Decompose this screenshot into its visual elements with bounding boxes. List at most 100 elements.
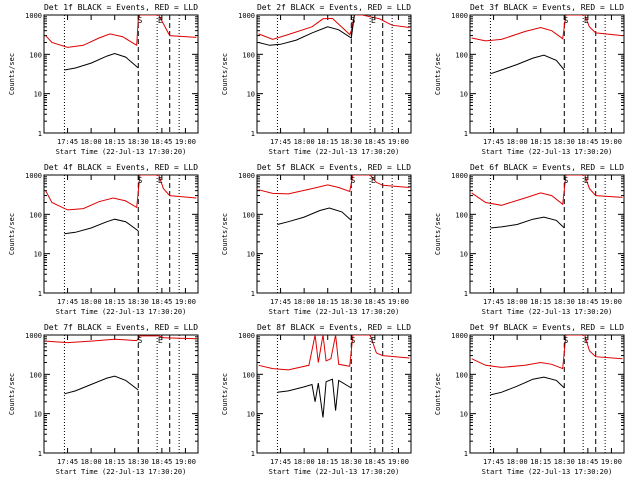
marker-e: E xyxy=(584,336,589,345)
y-tick-label: 1000 xyxy=(451,12,468,20)
x-tick-label: 18:30 xyxy=(341,458,362,466)
marker-e: E xyxy=(584,176,589,185)
y-tick-label: 100 xyxy=(242,51,255,59)
y-tick-label: 10 xyxy=(34,251,42,259)
series-group xyxy=(471,15,623,75)
panel-det-8: Det 8f BLACK = Events, RED = LLD Counts/s… xyxy=(221,323,412,476)
marker-e: E xyxy=(158,16,163,25)
x-tick-label: 18:15 xyxy=(317,138,338,146)
marker-e: E xyxy=(371,16,376,25)
x-tick-label: 18:15 xyxy=(104,138,125,146)
y-tick-label: 1 xyxy=(464,450,468,458)
x-tick-label: 18:00 xyxy=(507,458,528,466)
lld-series-red xyxy=(471,175,623,206)
marker-e: E xyxy=(371,176,376,185)
marker-e: E xyxy=(371,336,376,345)
x-tick-label: 18:45 xyxy=(151,298,172,306)
panel-title: Det 9f BLACK = Events, RED = LLD xyxy=(470,323,624,332)
y-tick-label: 100 xyxy=(455,211,468,219)
x-axis-label: Start Time (22-Jul-13 17:30:20) xyxy=(56,148,187,156)
x-tick-label: 18:30 xyxy=(341,298,362,306)
y-tick-label: 1000 xyxy=(238,172,255,180)
x-tick-label: 17:45 xyxy=(483,298,504,306)
x-tick-label: 18:00 xyxy=(294,298,315,306)
y-tick-label: 10 xyxy=(247,411,255,419)
y-axis-label: Counts/sec xyxy=(221,53,229,95)
x-axis-label: Start Time (22-Jul-13 17:30:20) xyxy=(56,468,187,476)
lld-series-red xyxy=(471,15,623,42)
x-tick-label: 17:45 xyxy=(270,138,291,146)
events-series-black xyxy=(277,207,352,225)
x-tick-label: 18:45 xyxy=(151,458,172,466)
x-tick-label: 18:00 xyxy=(294,138,315,146)
marker-s: S xyxy=(350,336,355,345)
x-tick-label: 18:00 xyxy=(81,138,102,146)
x-axis-label: Start Time (22-Jul-13 17:30:20) xyxy=(269,468,400,476)
y-tick-label: 1000 xyxy=(451,172,468,180)
x-tick-label: 19:00 xyxy=(601,138,622,146)
y-tick-label: 100 xyxy=(242,371,255,379)
x-tick-label: 17:45 xyxy=(57,298,78,306)
panel-det-2: Det 2f BLACK = Events, RED = LLD Counts/s… xyxy=(221,3,412,156)
x-tick-label: 17:45 xyxy=(270,298,291,306)
series-group xyxy=(45,15,197,71)
y-axis-label: Counts/sec xyxy=(221,213,229,255)
x-tick-label: 19:00 xyxy=(388,458,409,466)
x-tick-label: 18:00 xyxy=(507,138,528,146)
plot-frame xyxy=(256,174,412,294)
events-series-black xyxy=(277,378,352,418)
x-tick-label: 17:45 xyxy=(57,458,78,466)
x-tick-label: 19:00 xyxy=(175,458,196,466)
marker-s: S xyxy=(350,16,355,25)
events-series-black xyxy=(64,218,139,235)
y-tick-label: 1 xyxy=(251,450,255,458)
y-tick-label: 1000 xyxy=(238,12,255,20)
x-tick-label: 18:15 xyxy=(530,458,551,466)
lld-series-red xyxy=(45,335,197,344)
marker-s: S xyxy=(350,176,355,185)
y-tick-label: 10 xyxy=(34,91,42,99)
x-tick-label: 18:15 xyxy=(104,298,125,306)
x-axis-label: Start Time (22-Jul-13 17:30:20) xyxy=(482,308,613,316)
plot-frame xyxy=(256,334,412,454)
y-axis-label: Counts/sec xyxy=(8,373,16,415)
y-tick-label: 100 xyxy=(29,371,42,379)
series-group xyxy=(258,175,410,225)
marker-s: S xyxy=(563,336,568,345)
series-group xyxy=(258,15,410,46)
series-group xyxy=(471,335,623,396)
y-tick-label: 1 xyxy=(38,450,42,458)
y-axis-label: Counts/sec xyxy=(434,213,442,255)
y-tick-label: 1 xyxy=(464,130,468,138)
x-tick-label: 18:15 xyxy=(104,458,125,466)
y-tick-label: 100 xyxy=(455,371,468,379)
y-tick-label: 10 xyxy=(460,251,468,259)
x-tick-label: 18:00 xyxy=(507,298,528,306)
y-tick-label: 1000 xyxy=(25,172,42,180)
plot-frame xyxy=(43,174,199,294)
x-tick-label: 18:00 xyxy=(81,298,102,306)
x-tick-label: 17:45 xyxy=(483,138,504,146)
x-tick-label: 18:15 xyxy=(317,458,338,466)
x-tick-label: 18:30 xyxy=(554,298,575,306)
x-tick-label: 19:00 xyxy=(601,298,622,306)
x-tick-label: 19:00 xyxy=(601,458,622,466)
plot-frame xyxy=(469,14,625,134)
x-axis-label: Start Time (22-Jul-13 17:30:20) xyxy=(269,148,400,156)
marker-s: S xyxy=(563,16,568,25)
y-tick-label: 100 xyxy=(29,51,42,59)
series-group xyxy=(258,335,410,418)
lld-series-red xyxy=(258,175,410,195)
y-axis-label: Counts/sec xyxy=(434,373,442,415)
y-tick-label: 10 xyxy=(247,91,255,99)
x-tick-label: 18:15 xyxy=(530,138,551,146)
x-axis-label: Start Time (22-Jul-13 17:30:20) xyxy=(482,468,613,476)
y-tick-label: 100 xyxy=(455,51,468,59)
marker-s: S xyxy=(137,16,142,25)
x-axis-label: Start Time (22-Jul-13 17:30:20) xyxy=(482,148,613,156)
marker-e: E xyxy=(158,336,163,345)
panel-det-6: Det 6f BLACK = Events, RED = LLD Counts/s… xyxy=(434,163,625,316)
panel-title: Det 6f BLACK = Events, RED = LLD xyxy=(470,163,624,172)
events-series-black xyxy=(490,54,565,75)
